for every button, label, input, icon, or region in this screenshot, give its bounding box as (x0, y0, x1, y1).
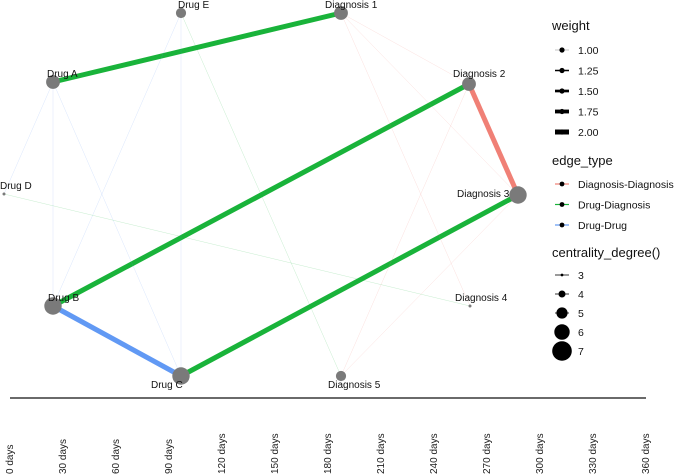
legend-weight-label: 1.75 (578, 107, 599, 119)
node-diagnosis-4 (468, 304, 472, 308)
node-label-drug-a: Drug A (47, 69, 78, 80)
legend-edge-type-label: Diagnosis-Diagnosis (578, 179, 674, 191)
legend-centrality-label: 5 (578, 308, 584, 320)
edge-diagnosis-3-diagnosis-5 (340, 194, 519, 377)
legend-centrality-label: 7 (578, 346, 584, 358)
edge-drug-a-drug-d (3, 81, 54, 195)
legend-centrality-label: 4 (578, 289, 584, 301)
legend: weight 1.00 1.25 1.50 1.75 2.00 edge_type Di… (551, 18, 674, 361)
node-label-drug-e: Drug E (178, 0, 209, 11)
axis-tick-label: 120 days (217, 433, 228, 474)
edge-drug-d-diagnosis-4 (3, 193, 471, 307)
edge-drug-a-drug-c (52, 81, 182, 377)
axis-tick-label: 90 days (164, 439, 175, 474)
nodes-layer (2, 6, 527, 385)
edge-drug-c-diagnosis-3 (179, 192, 520, 379)
legend-weight-dot (559, 88, 565, 94)
node-label-diagnosis-2: Diagnosis 2 (453, 69, 506, 80)
time-axis-ticks: 0 days 30 days 60 days 90 days 120 days 150 d… (5, 433, 652, 474)
edge-diagnosis-1-diagnosis-4 (340, 12, 471, 307)
edge-diagnosis-2-diagnosis-3 (466, 82, 521, 197)
legend-edge-type-dot (559, 202, 565, 207)
legend-edge-type-title: edge_type (552, 153, 613, 168)
edge-drug-b-diagnosis-2 (51, 81, 471, 309)
legend-edge-type-dot (559, 181, 565, 187)
axis-tick-label: 150 days (270, 433, 281, 474)
node-drug-c (172, 367, 190, 385)
legend-weight-dot (559, 47, 565, 53)
node-label-drug-c: Drug C (151, 380, 183, 391)
node-label-diagnosis-4: Diagnosis 4 (455, 293, 508, 304)
legend-centrality-dot (558, 290, 566, 298)
node-drug-e (175, 7, 187, 19)
legend-weight-title: weight (551, 18, 590, 33)
node-diagnosis-1 (334, 6, 348, 20)
edges-layer (3, 10, 521, 379)
legend-weight-label: 1.00 (578, 45, 599, 57)
legend-weight-label: 2.00 (578, 127, 599, 139)
axis-tick-label: 330 days (588, 433, 599, 474)
axis-tick-label: 240 days (429, 433, 440, 474)
legend-centrality-dot (554, 324, 570, 340)
legend-weight-dot (559, 129, 565, 135)
node-drug-a (46, 75, 60, 89)
node-label-drug-d: Drug D (0, 181, 32, 192)
axis-tick-label: 360 days (641, 433, 652, 474)
legend-weight-label: 1.25 (578, 66, 599, 78)
axis-tick-label: 300 days (535, 433, 546, 474)
legend-edge-type-label: Drug-Drug (578, 220, 627, 232)
node-drug-b (44, 297, 62, 315)
legend-centrality-label: 3 (578, 270, 584, 282)
axis-tick-label: 180 days (323, 433, 334, 474)
edge-diagnosis-1-diagnosis-3 (340, 12, 519, 196)
legend-centrality-label: 6 (578, 327, 584, 339)
edge-drug-e-drug-b (52, 12, 182, 307)
axis-tick-label: 60 days (111, 439, 122, 474)
legend-centrality-items: 3 4 5 6 7 (552, 270, 584, 361)
legend-centrality-dot (560, 273, 564, 277)
axis-tick-label: 0 days (5, 445, 16, 474)
node-label-diagnosis-3: Diagnosis 3 (457, 189, 510, 200)
legend-centrality-dot (556, 307, 568, 319)
legend-weight-items: 1.00 1.25 1.50 1.75 2.00 (555, 45, 599, 139)
edge-diagnosis-1-diagnosis-2 (340, 12, 470, 85)
node-diagnosis-5 (335, 370, 347, 382)
node-label-drug-b: Drug B (48, 293, 79, 304)
edge-diagnosis-2-diagnosis-5 (340, 83, 470, 377)
legend-edge-type-items: Diagnosis-Diagnosis Drug-Diagnosis Drug-Dr… (555, 179, 674, 232)
edge-drug-a-diagnosis-1 (52, 10, 342, 85)
axis-tick-label: 210 days (376, 433, 387, 474)
node-label-diagnosis-1: Diagnosis 1 (325, 0, 378, 11)
node-labels-layer: Drug E Diagnosis 1 Drug A Diagnosis 2 Drug D… (0, 0, 510, 391)
node-drug-d (2, 192, 6, 196)
legend-weight-label: 1.50 (578, 86, 599, 98)
legend-edge-type-dot (559, 222, 565, 228)
legend-centrality-dot (552, 341, 572, 361)
legend-weight-dot (559, 108, 565, 115)
edge-drug-b-drug-c (51, 303, 183, 379)
node-label-diagnosis-5: Diagnosis 5 (328, 380, 381, 391)
node-diagnosis-3 (509, 186, 527, 204)
edge-drug-e-diagnosis-5 (180, 12, 342, 377)
legend-edge-type-label: Drug-Diagnosis (578, 200, 650, 212)
legend-weight-dot (559, 67, 565, 74)
axis-tick-label: 30 days (58, 439, 69, 474)
axis-tick-label: 270 days (482, 433, 493, 474)
legend-centrality-title: centrality_degree() (552, 245, 660, 260)
node-diagnosis-2 (462, 77, 476, 91)
